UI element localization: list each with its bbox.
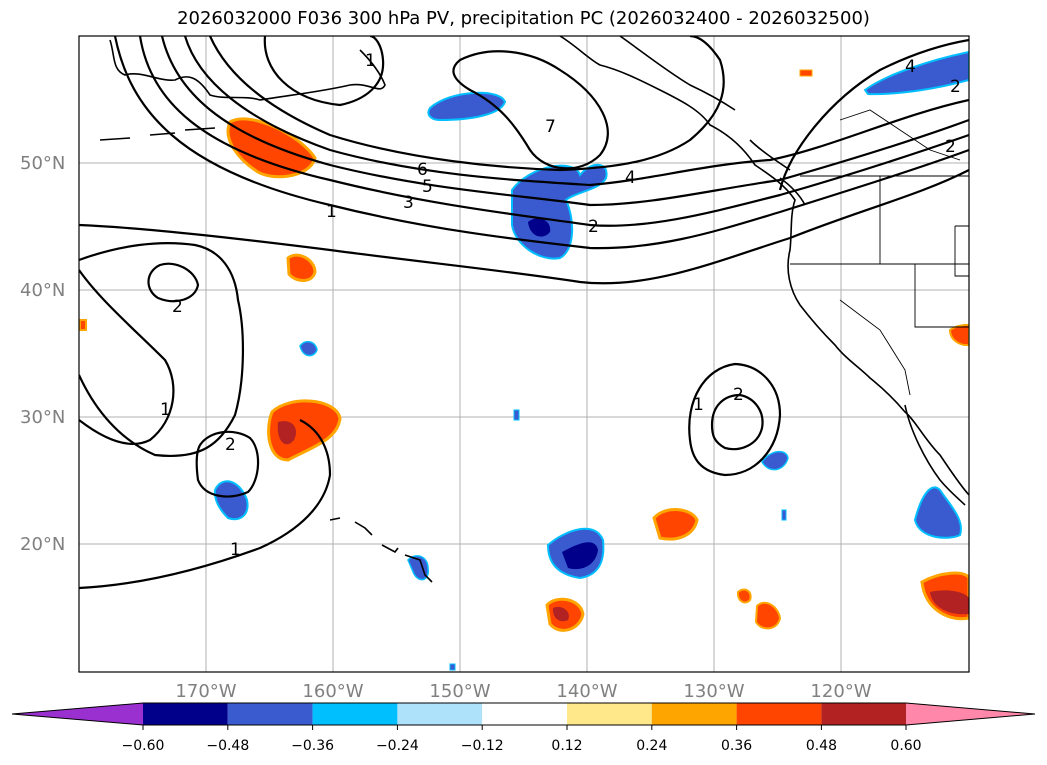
lon-label: 170°W (175, 681, 236, 702)
lon-label: 140°W (556, 681, 617, 702)
colorbar-segment (227, 703, 313, 725)
contour-label: 4 (625, 168, 636, 188)
colorbar: −0.60 −0.48 −0.36 −0.24 −0.12 0.12 0.24 … (11, 702, 1036, 754)
colorbar-tick-label: −0.12 (461, 738, 504, 754)
colorbar-tick-label: −0.48 (206, 738, 249, 754)
contour-label: 1 (693, 395, 704, 415)
colorbar-tick-label: 0.48 (806, 738, 837, 754)
contour-label: 6 (417, 160, 428, 180)
contour-label: 7 (545, 117, 556, 137)
lat-label: 30°N (20, 407, 65, 428)
map-frame (78, 35, 970, 673)
contour-label: 2 (225, 435, 236, 455)
colorbar-segment (312, 703, 398, 725)
contour-label: 1 (160, 400, 171, 420)
lon-label: 150°W (429, 681, 490, 702)
colorbar-segment (736, 703, 822, 725)
contour-label: 2 (950, 77, 961, 97)
contour-label: 5 (422, 177, 433, 197)
lat-label: 40°N (20, 280, 65, 301)
colorbar-tick-label: −0.60 (122, 738, 165, 754)
colorbar-tick-label: 0.12 (551, 738, 582, 754)
colorbar-segment (143, 703, 228, 725)
precip-positive-areas (79, 69, 969, 632)
colorbar-segment (482, 703, 567, 725)
contour-label: 1 (230, 540, 241, 560)
lon-label: 120°W (810, 681, 871, 702)
colorbar-tick-label: −0.24 (376, 738, 419, 754)
colorbar-segment (567, 703, 652, 725)
contour-label: 2 (588, 217, 599, 237)
colorbar-tick-label: −0.36 (291, 738, 334, 754)
longitude-axis: 170°W 160°W 150°W 140°W 130°W 120°W (175, 681, 871, 702)
lon-label: 130°W (683, 681, 744, 702)
latitude-axis: 50°N 40°N 30°N 20°N (20, 153, 65, 555)
political-borders (790, 109, 969, 396)
colorbar-extend-right (906, 703, 1035, 725)
colorbar-segment (651, 703, 737, 725)
contour-label: 3 (403, 193, 414, 213)
colorbar-tick-label: 0.24 (636, 738, 667, 754)
pv-contours (79, 36, 969, 590)
map-area (79, 36, 969, 672)
contour-label: 1 (326, 202, 337, 222)
contour-label: 4 (905, 57, 916, 77)
lat-label: 20°N (20, 534, 65, 555)
lon-label: 160°W (302, 681, 363, 702)
contour-label: 2 (733, 385, 744, 405)
map-title: 2026032000 F036 300 hPa PV, precipitatio… (177, 8, 870, 29)
contour-label: 2 (945, 137, 956, 157)
colorbar-tick-label: 0.36 (721, 738, 752, 754)
contour-labels: 6 5 3 1 2 4 7 2 1 1 2 4 1 2 2 1 2 (160, 51, 961, 560)
contour-label: 2 (172, 297, 183, 317)
colorbar-segment (821, 703, 907, 725)
colorbar-extend-left (12, 703, 143, 725)
lat-label: 50°N (20, 153, 65, 174)
colorbar-tick-label: 0.60 (890, 738, 921, 754)
colorbar-segment (397, 703, 483, 725)
contour-label: 1 (365, 51, 376, 71)
